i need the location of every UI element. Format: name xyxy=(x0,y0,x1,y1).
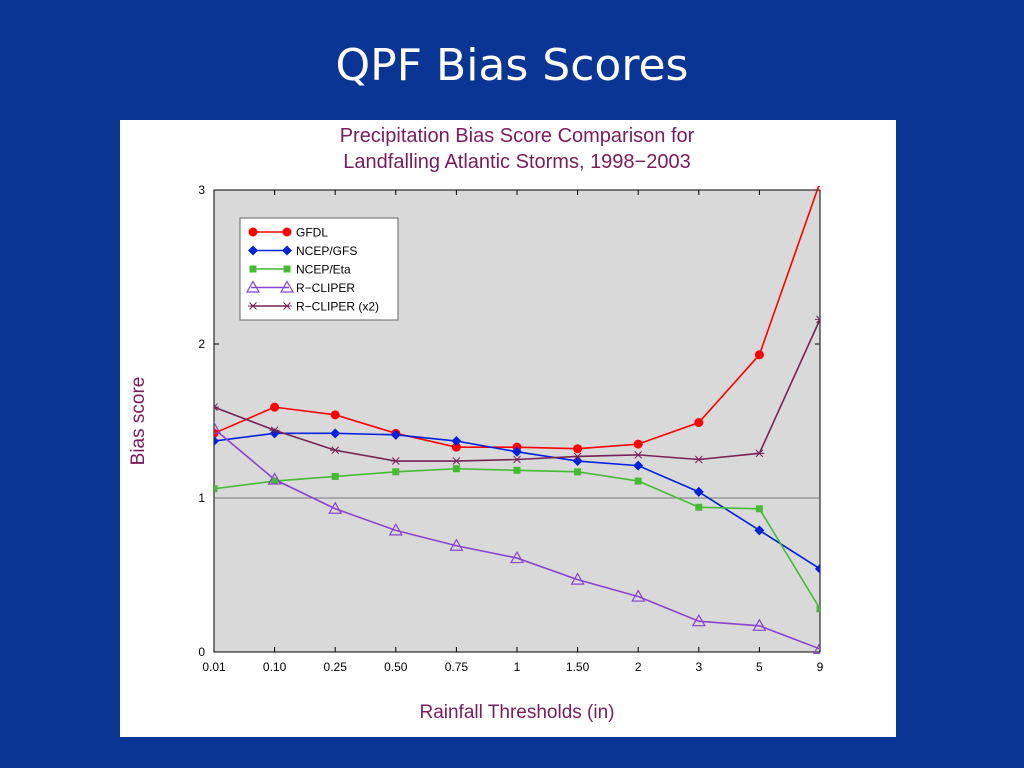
series-3-point-3 xyxy=(388,523,403,536)
series-2-point-9 xyxy=(755,505,763,513)
series-4-point-4 xyxy=(451,457,462,465)
legend-marker-b-3 xyxy=(279,280,295,293)
series-1-point-2 xyxy=(330,428,341,439)
y-tick-label-3: 3 xyxy=(198,183,205,197)
legend-marker-a-1 xyxy=(248,245,258,256)
series-3-point-2 xyxy=(328,501,343,514)
x-tick-label-8: 3 xyxy=(695,660,702,674)
x-tick-label-3: 0.50 xyxy=(384,660,408,674)
series-2-point-2 xyxy=(331,472,339,480)
legend-label-0: GFDL xyxy=(296,226,328,240)
series-4-point-9 xyxy=(754,449,765,458)
series-1-point-10 xyxy=(815,563,820,574)
series-2-point-4 xyxy=(452,465,460,473)
series-4-point-0 xyxy=(214,403,219,411)
x-tick-label-1: 0.10 xyxy=(263,660,287,674)
series-0-point-4 xyxy=(451,442,461,452)
series-3-point-9 xyxy=(752,618,767,631)
x-tick-label-2: 0.25 xyxy=(324,660,348,674)
legend-label-4: R−CLIPER (x2) xyxy=(296,300,379,314)
series-1-point-1 xyxy=(269,428,280,439)
y-tick-label-2: 2 xyxy=(198,337,205,351)
legend-label-3: R−CLIPER xyxy=(296,281,355,295)
series-0-point-8 xyxy=(694,418,704,428)
chart-title-line-2: Landfalling Atlantic Storms, 1998−2003 xyxy=(343,151,690,173)
series-1-point-7 xyxy=(633,460,644,471)
legend: GFDL NCEP/GFS NCEP/Eta R−CLIPER R−CLIPER (x2… xyxy=(239,217,399,321)
x-tick-label-9: 5 xyxy=(756,660,763,674)
legend-marker-b-2 xyxy=(283,265,291,273)
series-1-point-9 xyxy=(754,525,765,536)
series-2-point-7 xyxy=(634,477,642,485)
series-1-point-4 xyxy=(451,436,462,447)
legend-label-2: NCEP/Eta xyxy=(296,263,351,277)
y-tick-label-1: 1 xyxy=(198,491,205,505)
series-4-point-1 xyxy=(269,426,280,435)
series-3-point-7 xyxy=(631,589,646,602)
series-3-point-6 xyxy=(570,572,585,585)
chart-panel: Precipitation Bias Score Comparison for … xyxy=(120,120,896,737)
series-2-point-3 xyxy=(392,468,400,476)
x-tick-label-7: 2 xyxy=(635,660,642,674)
series-0-point-6 xyxy=(573,444,583,454)
series-2-point-1 xyxy=(271,477,279,485)
x-tick-label-0: 0.01 xyxy=(202,660,226,674)
chart-title-line-1: Precipitation Bias Score Comparison for xyxy=(340,125,695,147)
series-4-point-6 xyxy=(572,452,583,461)
axis-ticks: 0.01 0.10 0.25 0.50 0.75 1 1.50 2 3 5 9 0 1 2 3 xyxy=(198,183,823,674)
y-tick-label-0: 0 xyxy=(198,645,205,659)
series-1-point-0 xyxy=(214,436,219,447)
x-tick-label-4: 0.75 xyxy=(445,660,469,674)
legend-label-1: NCEP/GFS xyxy=(296,244,357,258)
series-2-point-6 xyxy=(574,468,582,476)
series-1-point-8 xyxy=(693,486,704,497)
series-4-point-7 xyxy=(633,451,644,459)
y-axis-label: Bias score xyxy=(128,377,149,466)
series-4-point-5 xyxy=(512,455,522,464)
series-2-point-5 xyxy=(513,466,521,474)
series-markers xyxy=(214,186,820,655)
legend-marker-b-0 xyxy=(282,227,292,237)
x-tick-label-10: 9 xyxy=(817,660,824,674)
series-3-point-10 xyxy=(812,641,820,655)
x-axis-label: Rainfall Thresholds (in) xyxy=(419,702,614,723)
series-4-point-8 xyxy=(693,455,704,464)
series-line-3 xyxy=(214,428,820,650)
slide-title: QPF Bias Scores xyxy=(335,40,689,91)
series-2-point-0 xyxy=(214,485,218,493)
series-4-point-10 xyxy=(815,315,820,324)
legend-marker-a-4 xyxy=(248,302,258,310)
series-0-point-1 xyxy=(270,402,280,412)
legend-marker-a-3 xyxy=(245,280,261,293)
series-1-point-3 xyxy=(390,429,401,440)
legend-marker-b-4 xyxy=(282,302,292,310)
series-0-point-7 xyxy=(633,439,643,449)
legend-marker-a-0 xyxy=(248,227,258,237)
series-3-point-4 xyxy=(449,538,464,551)
series-0-point-2 xyxy=(330,410,340,420)
series-2-point-10 xyxy=(816,605,820,613)
series-2-point-8 xyxy=(695,503,703,511)
legend-marker-a-2 xyxy=(249,265,257,273)
series-0-point-10 xyxy=(817,186,820,187)
x-tick-label-5: 1 xyxy=(514,660,521,674)
series-3-point-5 xyxy=(509,550,525,564)
series-4-point-2 xyxy=(330,446,341,455)
series-0-point-9 xyxy=(754,350,764,360)
series-3-point-1 xyxy=(267,472,282,485)
x-tick-label-6: 1.50 xyxy=(566,660,590,674)
series-3-point-0 xyxy=(214,421,222,434)
series-4-point-3 xyxy=(390,457,401,465)
series-1-point-5 xyxy=(512,446,522,457)
series-3-point-8 xyxy=(691,613,706,627)
legend-marker-b-1 xyxy=(282,245,292,256)
bias-score-chart: Precipitation Bias Score Comparison for … xyxy=(128,125,824,723)
